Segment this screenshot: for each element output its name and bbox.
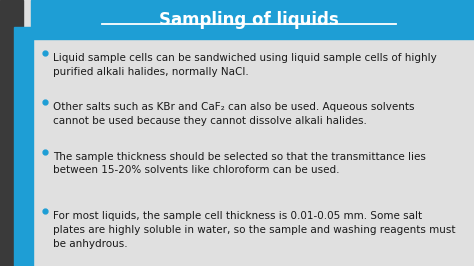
Text: The sample thickness should be selected so that the transmittance lies
between 1: The sample thickness should be selected … xyxy=(53,152,426,175)
Text: Liquid sample cells can be sandwiched using liquid sample cells of highly
purifi: Liquid sample cells can be sandwiched us… xyxy=(53,53,437,77)
Bar xyxy=(0,0,23,266)
Text: Other salts such as KBr and CaF₂ can also be used. Aqueous solvents
cannot be us: Other salts such as KBr and CaF₂ can als… xyxy=(53,102,415,126)
Bar xyxy=(31,0,474,39)
Bar xyxy=(14,27,33,266)
Text: Sampling of liquids: Sampling of liquids xyxy=(159,11,339,29)
Text: For most liquids, the sample cell thickness is 0.01-0.05 mm. Some salt
plates ar: For most liquids, the sample cell thickn… xyxy=(53,211,456,249)
